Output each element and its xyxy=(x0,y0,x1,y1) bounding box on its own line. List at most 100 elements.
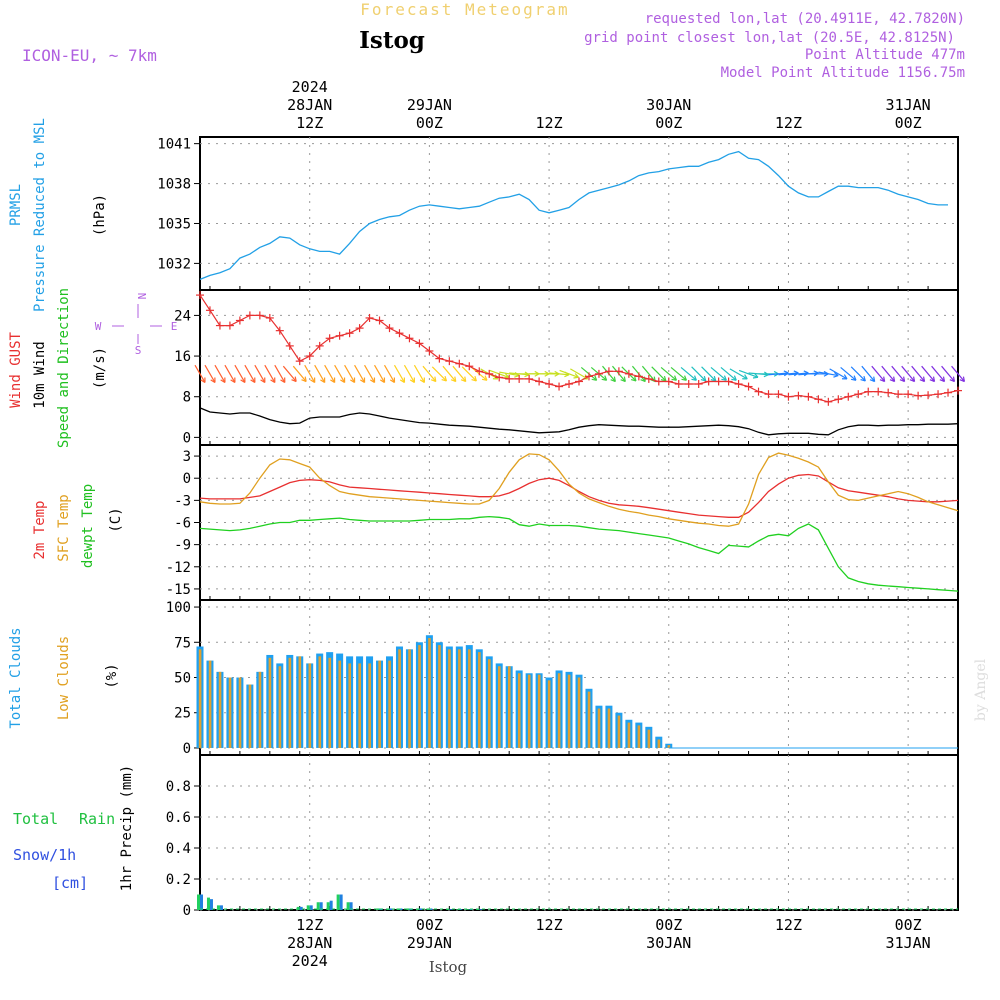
wind-line xyxy=(199,407,959,436)
wind-arrow xyxy=(710,366,727,381)
wind-arrow-head xyxy=(752,376,759,379)
gust-marker xyxy=(505,374,514,383)
wind-arrow-head xyxy=(681,378,687,381)
wind-arrow-shaft xyxy=(680,366,697,381)
low-cloud-bar xyxy=(607,708,611,748)
ytick-label: 25 xyxy=(174,706,191,722)
precip-total-bar xyxy=(376,908,380,910)
ytick-label: 0 xyxy=(183,903,191,919)
panel-4: 0 0.2 0.4 0.6 0.8 xyxy=(166,754,959,919)
wind-arrow xyxy=(282,365,297,383)
gust-marker xyxy=(884,388,893,397)
ytick-label: -6 xyxy=(174,516,191,532)
ytick-label: 1038 xyxy=(157,177,191,193)
wind-arrow xyxy=(829,368,848,380)
gust-marker xyxy=(535,377,544,386)
wind-arrow-shaft xyxy=(911,365,925,382)
gust-marker xyxy=(405,334,414,343)
wind-arrow-head xyxy=(310,379,316,384)
wind-arrow-head xyxy=(601,378,607,381)
wind-arrow xyxy=(264,364,276,384)
bottom-time-label: 31JAN xyxy=(886,934,931,952)
ytick-label: 0 xyxy=(183,430,191,446)
wind-arrow-shaft xyxy=(850,366,866,382)
low-cloud-bar xyxy=(308,663,312,748)
precip-snow-bar xyxy=(200,894,203,910)
gust-marker xyxy=(944,388,953,397)
gust-marker xyxy=(315,341,324,350)
model-altitude: Model Point Altitude 1156.75m xyxy=(721,65,965,81)
wind-arrow-shaft xyxy=(194,364,206,383)
gust-marker xyxy=(804,392,813,401)
precip-total-bar xyxy=(336,894,340,910)
precip-snow-bar xyxy=(449,909,453,910)
wind-arrow-head xyxy=(863,375,866,382)
wind-arrow-head xyxy=(633,375,637,382)
ytick-label: 0.2 xyxy=(166,872,191,888)
low-cloud-bar xyxy=(527,674,531,748)
gust-marker xyxy=(644,374,653,383)
wind-arrow-head xyxy=(783,370,789,374)
wind-arrow-shaft xyxy=(224,364,236,383)
wind-arrow-head xyxy=(260,379,266,384)
wind-arrow-head xyxy=(409,379,415,384)
wind-arrow xyxy=(354,364,366,384)
wind-arrow-head xyxy=(630,378,637,382)
wind-arrow-head xyxy=(813,370,819,374)
clouds-label-b: Low Clouds xyxy=(56,636,72,720)
gust-marker xyxy=(764,390,773,399)
wind-arrow xyxy=(422,365,437,383)
bottom-time-label: 00Z xyxy=(655,916,682,934)
gust-marker xyxy=(365,313,374,322)
bottom-time-label: 12Z xyxy=(296,916,323,934)
clouds-label-a: Total Clouds xyxy=(8,627,24,728)
low-cloud-bar xyxy=(288,657,292,748)
wind-arrow-shaft xyxy=(422,365,437,382)
clouds-unit: (%) xyxy=(104,663,120,688)
bottom-time-label: 29JAN xyxy=(407,934,452,952)
precip-snow-bar xyxy=(389,908,393,910)
panel-frame xyxy=(199,136,959,291)
wind-arrow-head xyxy=(899,379,905,383)
gust-marker xyxy=(814,395,823,404)
low-cloud-bar xyxy=(458,649,461,748)
wind-arrow-shaft xyxy=(324,364,336,383)
bottom-time-label: 2024 xyxy=(292,952,328,970)
wind-arrow xyxy=(224,364,236,384)
precip-total-bar xyxy=(296,906,300,910)
low-cloud-bar xyxy=(378,660,381,748)
wind-arrow-head xyxy=(860,378,866,382)
wind-arrow xyxy=(941,365,956,383)
wind-arrow-head xyxy=(869,379,875,383)
wind-arrow-head xyxy=(833,375,839,378)
precip-total-bar xyxy=(346,902,350,910)
precip-total-bar xyxy=(456,909,460,910)
wind-arrow-head xyxy=(604,375,608,381)
gust-marker xyxy=(604,367,613,376)
wind-arrow-head xyxy=(369,379,375,384)
gust-marker xyxy=(854,390,863,399)
wind-arrow-head xyxy=(733,375,737,381)
wind-unit: (m/s) xyxy=(92,347,108,389)
wind-arrow-shaft xyxy=(304,364,316,383)
wind-arrow-shaft xyxy=(951,365,965,382)
wind-arrow-shaft xyxy=(344,364,356,383)
gust-marker xyxy=(714,377,723,386)
wind-arrow-head xyxy=(430,379,437,383)
gust-marker xyxy=(874,387,883,396)
gust-marker xyxy=(205,306,214,315)
gust-marker xyxy=(345,329,354,338)
wind-arrow-head xyxy=(723,375,727,381)
watermark: by Angel xyxy=(973,658,989,721)
gust-marker xyxy=(445,357,454,366)
gust-marker xyxy=(954,386,962,395)
gust-marker xyxy=(395,329,404,338)
gust-marker xyxy=(934,390,943,399)
wind-arrow-head xyxy=(610,379,616,383)
gust-marker xyxy=(724,377,733,386)
gust-marker xyxy=(824,397,833,406)
gust-marker xyxy=(634,372,643,381)
gust-marker xyxy=(375,316,384,325)
ytick-label: 24 xyxy=(174,308,191,324)
gust-marker xyxy=(485,369,494,378)
